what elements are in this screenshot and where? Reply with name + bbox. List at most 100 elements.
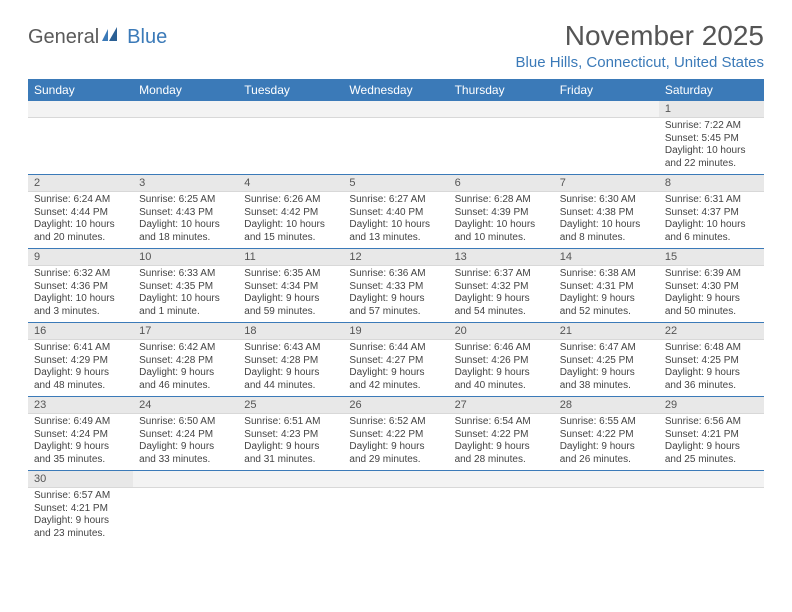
sunset-text: Sunset: 4:22 PM [349, 429, 442, 442]
weekday-header: Wednesday [343, 79, 448, 101]
daylight-text: Daylight: 10 hours and 1 minute. [139, 293, 232, 318]
calendar-day-cell: 22Sunrise: 6:48 AMSunset: 4:25 PMDayligh… [659, 323, 764, 397]
calendar-day-cell: 12Sunrise: 6:36 AMSunset: 4:33 PMDayligh… [343, 249, 448, 323]
calendar-day-cell [659, 471, 764, 545]
calendar-day-cell: 16Sunrise: 6:41 AMSunset: 4:29 PMDayligh… [28, 323, 133, 397]
calendar-day-cell: 27Sunrise: 6:54 AMSunset: 4:22 PMDayligh… [449, 397, 554, 471]
sunset-text: Sunset: 4:24 PM [34, 429, 127, 442]
day-number: 9 [28, 249, 133, 266]
calendar-day-cell: 7Sunrise: 6:30 AMSunset: 4:38 PMDaylight… [554, 175, 659, 249]
sunset-text: Sunset: 4:37 PM [665, 207, 758, 220]
sunset-text: Sunset: 4:28 PM [139, 355, 232, 368]
calendar-week-row: 2Sunrise: 6:24 AMSunset: 4:44 PMDaylight… [28, 175, 764, 249]
weekday-header: Monday [133, 79, 238, 101]
sunrise-text: Sunrise: 6:43 AM [244, 342, 337, 355]
day-number: 24 [133, 397, 238, 414]
calendar-day-cell: 17Sunrise: 6:42 AMSunset: 4:28 PMDayligh… [133, 323, 238, 397]
day-details: Sunrise: 6:35 AMSunset: 4:34 PMDaylight:… [238, 266, 343, 322]
calendar-week-row: 16Sunrise: 6:41 AMSunset: 4:29 PMDayligh… [28, 323, 764, 397]
daylight-text: Daylight: 9 hours and 54 minutes. [455, 293, 548, 318]
calendar-day-cell [238, 471, 343, 545]
day-details: Sunrise: 6:37 AMSunset: 4:32 PMDaylight:… [449, 266, 554, 322]
day-details: Sunrise: 6:43 AMSunset: 4:28 PMDaylight:… [238, 340, 343, 396]
logo-text-blue: Blue [127, 26, 167, 49]
day-details: Sunrise: 6:27 AMSunset: 4:40 PMDaylight:… [343, 192, 448, 248]
day-number: 20 [449, 323, 554, 340]
day-number: 30 [28, 471, 133, 488]
sunrise-text: Sunrise: 6:46 AM [455, 342, 548, 355]
sunset-text: Sunset: 4:39 PM [455, 207, 548, 220]
daylight-text: Daylight: 10 hours and 3 minutes. [34, 293, 127, 318]
sunset-text: Sunset: 4:27 PM [349, 355, 442, 368]
sunset-text: Sunset: 4:25 PM [560, 355, 653, 368]
calendar-day-cell: 21Sunrise: 6:47 AMSunset: 4:25 PMDayligh… [554, 323, 659, 397]
daylight-text: Daylight: 9 hours and 25 minutes. [665, 441, 758, 466]
sunrise-text: Sunrise: 6:24 AM [34, 194, 127, 207]
sunset-text: Sunset: 4:23 PM [244, 429, 337, 442]
sunrise-text: Sunrise: 6:47 AM [560, 342, 653, 355]
calendar-week-row: 1Sunrise: 7:22 AMSunset: 5:45 PMDaylight… [28, 101, 764, 175]
daylight-text: Daylight: 10 hours and 22 minutes. [665, 145, 758, 170]
calendar-day-cell: 24Sunrise: 6:50 AMSunset: 4:24 PMDayligh… [133, 397, 238, 471]
sunrise-text: Sunrise: 6:56 AM [665, 416, 758, 429]
weekday-header: Thursday [449, 79, 554, 101]
calendar-day-cell: 15Sunrise: 6:39 AMSunset: 4:30 PMDayligh… [659, 249, 764, 323]
calendar-day-cell [133, 471, 238, 545]
sunset-text: Sunset: 4:21 PM [34, 503, 127, 516]
sunrise-text: Sunrise: 6:41 AM [34, 342, 127, 355]
day-details: Sunrise: 6:44 AMSunset: 4:27 PMDaylight:… [343, 340, 448, 396]
sunset-text: Sunset: 5:45 PM [665, 133, 758, 146]
day-number: 13 [449, 249, 554, 266]
weekday-header: Friday [554, 79, 659, 101]
day-details: Sunrise: 6:56 AMSunset: 4:21 PMDaylight:… [659, 414, 764, 470]
daylight-text: Daylight: 9 hours and 57 minutes. [349, 293, 442, 318]
day-number: 14 [554, 249, 659, 266]
day-number: 5 [343, 175, 448, 192]
daylight-text: Daylight: 9 hours and 42 minutes. [349, 367, 442, 392]
sunrise-text: Sunrise: 6:54 AM [455, 416, 548, 429]
calendar-day-cell: 3Sunrise: 6:25 AMSunset: 4:43 PMDaylight… [133, 175, 238, 249]
weekday-header: Sunday [28, 79, 133, 101]
day-number: 8 [659, 175, 764, 192]
sunrise-text: Sunrise: 6:33 AM [139, 268, 232, 281]
day-number: 17 [133, 323, 238, 340]
day-number: 15 [659, 249, 764, 266]
sunset-text: Sunset: 4:38 PM [560, 207, 653, 220]
sunset-text: Sunset: 4:28 PM [244, 355, 337, 368]
sunrise-text: Sunrise: 6:37 AM [455, 268, 548, 281]
daylight-text: Daylight: 9 hours and 33 minutes. [139, 441, 232, 466]
sunrise-text: Sunrise: 6:50 AM [139, 416, 232, 429]
calendar-day-cell: 30Sunrise: 6:57 AMSunset: 4:21 PMDayligh… [28, 471, 133, 545]
calendar-day-cell [343, 471, 448, 545]
page-header: General Blue November 2025 Blue Hills, C… [28, 20, 764, 71]
flag-icon [102, 27, 124, 48]
daylight-text: Daylight: 10 hours and 13 minutes. [349, 219, 442, 244]
sunrise-text: Sunrise: 6:49 AM [34, 416, 127, 429]
sunset-text: Sunset: 4:32 PM [455, 281, 548, 294]
sunrise-text: Sunrise: 6:27 AM [349, 194, 442, 207]
day-details: Sunrise: 6:50 AMSunset: 4:24 PMDaylight:… [133, 414, 238, 470]
sunset-text: Sunset: 4:34 PM [244, 281, 337, 294]
sunrise-text: Sunrise: 6:51 AM [244, 416, 337, 429]
daylight-text: Daylight: 9 hours and 23 minutes. [34, 515, 127, 540]
calendar-day-cell [449, 471, 554, 545]
sunset-text: Sunset: 4:21 PM [665, 429, 758, 442]
day-details: Sunrise: 6:55 AMSunset: 4:22 PMDaylight:… [554, 414, 659, 470]
day-number: 16 [28, 323, 133, 340]
day-details: Sunrise: 6:25 AMSunset: 4:43 PMDaylight:… [133, 192, 238, 248]
day-details: Sunrise: 6:26 AMSunset: 4:42 PMDaylight:… [238, 192, 343, 248]
sunrise-text: Sunrise: 6:35 AM [244, 268, 337, 281]
daylight-text: Daylight: 9 hours and 50 minutes. [665, 293, 758, 318]
daylight-text: Daylight: 10 hours and 10 minutes. [455, 219, 548, 244]
day-details: Sunrise: 6:24 AMSunset: 4:44 PMDaylight:… [28, 192, 133, 248]
calendar-day-cell [449, 101, 554, 175]
calendar-body: 1Sunrise: 7:22 AMSunset: 5:45 PMDaylight… [28, 101, 764, 544]
daylight-text: Daylight: 9 hours and 35 minutes. [34, 441, 127, 466]
day-number: 11 [238, 249, 343, 266]
daylight-text: Daylight: 9 hours and 28 minutes. [455, 441, 548, 466]
sunset-text: Sunset: 4:40 PM [349, 207, 442, 220]
month-title: November 2025 [516, 20, 764, 52]
daylight-text: Daylight: 9 hours and 40 minutes. [455, 367, 548, 392]
day-details: Sunrise: 6:31 AMSunset: 4:37 PMDaylight:… [659, 192, 764, 248]
sunrise-text: Sunrise: 6:26 AM [244, 194, 337, 207]
